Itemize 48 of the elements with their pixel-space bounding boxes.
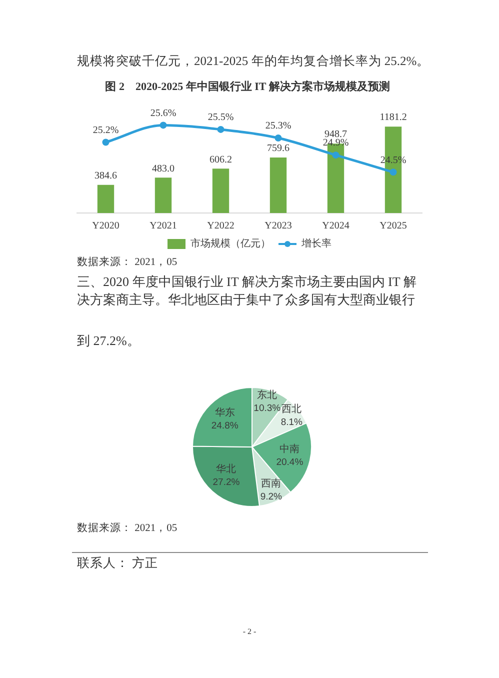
slice-label: 东北 bbox=[257, 388, 278, 401]
x-tick-label: Y2022 bbox=[207, 220, 234, 232]
text: 联系人： 方正 bbox=[77, 555, 158, 571]
data-label: 25.6% bbox=[150, 108, 176, 119]
source-note: 数据来源： 2021，05 bbox=[77, 256, 178, 270]
point bbox=[332, 152, 340, 159]
data-label: 8.1% bbox=[280, 416, 304, 428]
data-label: 1181.2 bbox=[380, 112, 407, 124]
bar bbox=[97, 184, 114, 213]
point bbox=[160, 122, 167, 129]
data-label: 24.8% bbox=[211, 420, 239, 432]
source-note: 数据来源： 2021，05 bbox=[77, 522, 178, 536]
data-label: 9.2% bbox=[260, 492, 283, 503]
slice-label: 华东 bbox=[214, 406, 235, 419]
text: 三、2020 年度中国银行业 IT 解决方案市场主要由国内 IT 解决方案商主导。华北地区由于集中了众多国有大型商业银行 bbox=[77, 273, 418, 309]
data-label: 25.2% bbox=[92, 124, 119, 136]
slice-label: 西北 bbox=[282, 402, 302, 415]
x-tick-label: Y2025 bbox=[380, 220, 407, 232]
data-label: 948.7 bbox=[324, 129, 347, 140]
point bbox=[217, 126, 224, 133]
data-label: 483.0 bbox=[152, 163, 174, 174]
x-tick-label: Y2024 bbox=[322, 220, 350, 232]
slice-label: 华北 bbox=[216, 462, 236, 475]
data-label: 759.6 bbox=[267, 143, 290, 154]
data-label: 384.6 bbox=[94, 170, 117, 182]
data-label: 27.2% bbox=[212, 476, 240, 488]
data-label: 25.3% bbox=[265, 120, 292, 132]
x-tick-label: Y2021 bbox=[150, 220, 177, 232]
point bbox=[274, 134, 282, 142]
x-tick-label: Y2023 bbox=[264, 220, 292, 232]
slice-label: 西南 bbox=[261, 478, 282, 490]
text: - 2 - bbox=[242, 627, 258, 637]
text: 到 27.2%。 bbox=[77, 332, 140, 349]
bar bbox=[212, 168, 230, 213]
data-label: 606.2 bbox=[210, 154, 232, 166]
data-label: 20.4% bbox=[276, 456, 304, 468]
data-label: 10.3% bbox=[254, 402, 282, 414]
chart-title: 图 2 2020-2025 年中国银行业 IT 解决方案市场规模及预测 bbox=[104, 80, 391, 95]
bar bbox=[270, 157, 287, 213]
text: 规模将突破千亿元，2021-2025 年的年均复合增长率为 25.2%。 bbox=[77, 53, 430, 69]
bar bbox=[154, 178, 172, 213]
x-tick-label: Y2020 bbox=[92, 220, 120, 232]
data-label: 25.5% bbox=[208, 112, 234, 124]
point bbox=[390, 168, 397, 176]
slice-label: 中南 bbox=[280, 442, 300, 455]
legend-label: 市场规模（亿元） bbox=[190, 238, 270, 250]
legend-label: 增长率 bbox=[300, 238, 332, 250]
point bbox=[102, 138, 110, 146]
